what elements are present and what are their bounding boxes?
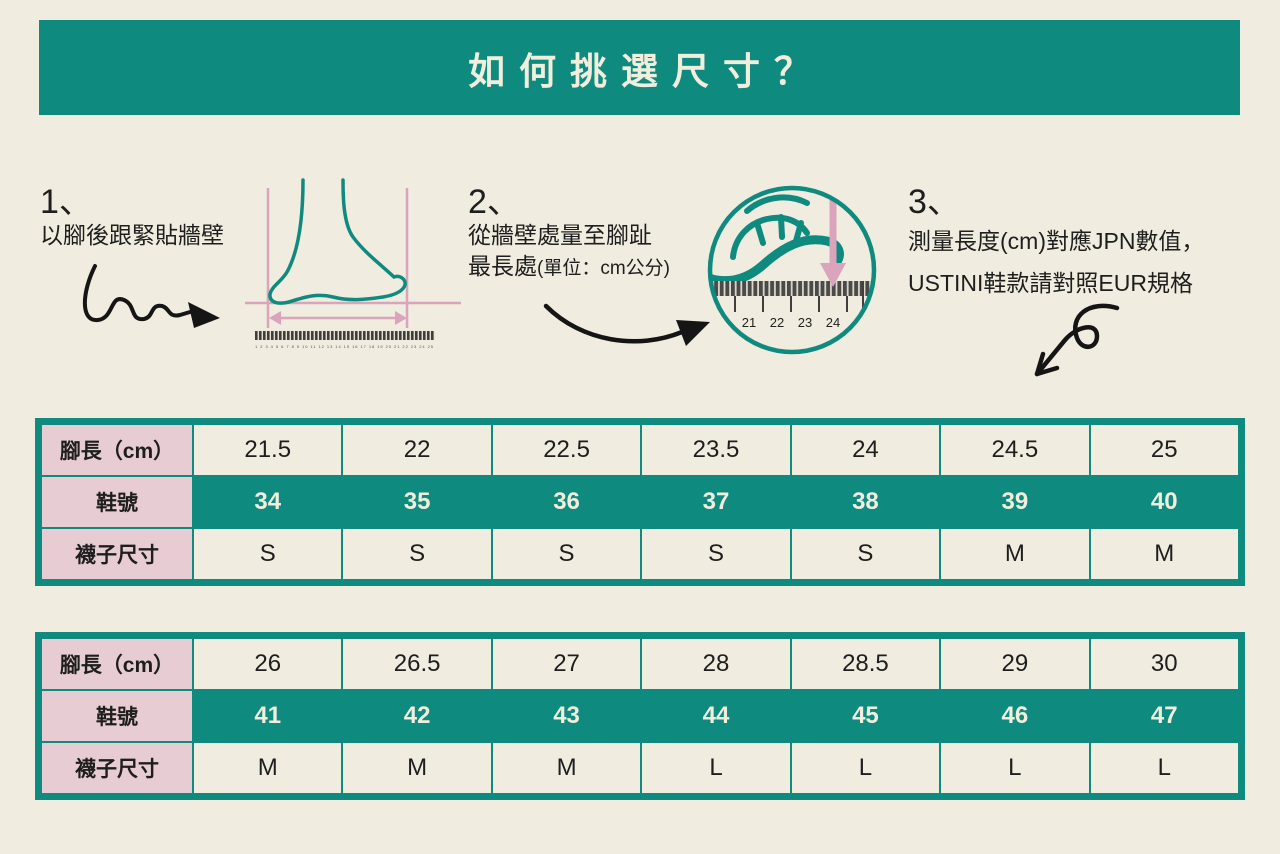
step-2-text-note: (單位：cm公分) xyxy=(537,258,670,279)
step-2-text-line2: 最長處(單位：cm公分) xyxy=(468,251,670,284)
row-label-sock-size: 襪子尺寸 xyxy=(42,743,192,793)
shoe-size-value: 39 xyxy=(941,477,1089,527)
foot-measure-illustration: 1 2 3 4 5 6 7 8 9 10 11 12 13 14 15 16 1… xyxy=(245,178,461,349)
shoe-size-value: 37 xyxy=(642,477,790,527)
shoe-size-value: 43 xyxy=(492,691,641,741)
row-label-foot-length: 腳長（cm） xyxy=(42,425,192,475)
foot-length-value: 21.5 xyxy=(194,425,342,475)
foot-length-value: 28.5 xyxy=(791,639,940,689)
sock-size-value: L xyxy=(941,743,1089,793)
foot-length-value: 26 xyxy=(194,639,342,689)
step-3-text-line2: USTINI鞋款請對照EUR規格 xyxy=(908,270,1193,296)
length-arrowhead-left xyxy=(269,311,281,325)
shoe-size-value: 47 xyxy=(1090,691,1238,741)
row-label-foot-length: 腳長（cm） xyxy=(42,639,192,689)
step-3: 3、 測量長度(cm)對應JPN數值， USTINI鞋款請對照EUR規格 xyxy=(908,184,1204,304)
toe-gap-2 xyxy=(778,214,785,240)
step-1: 1、 以腳後跟緊貼牆壁 xyxy=(40,184,224,251)
shoe-size-value: 34 xyxy=(194,477,342,527)
pointer-arrowhead xyxy=(820,263,846,287)
step-2-number: 2、 xyxy=(468,183,521,221)
ruler-number-24: 24 xyxy=(826,315,840,330)
foot-length-value: 26.5 xyxy=(343,639,491,689)
ruler-number-23: 23 xyxy=(798,315,812,330)
sock-size-value: S xyxy=(642,529,790,579)
shoe-size-value: 38 xyxy=(791,477,940,527)
shoe-size-value: 46 xyxy=(941,691,1089,741)
sock-size-value: M xyxy=(1090,529,1238,579)
shoe-size-value: 42 xyxy=(343,691,491,741)
ruler-numbers: 1 2 3 4 5 6 7 8 9 10 11 12 13 14 15 16 1… xyxy=(255,344,434,349)
zoom-circle-illustration: 20 21 22 23 24 xyxy=(707,185,877,355)
foot-length-value: 22 xyxy=(343,425,491,475)
foot-length-value: 29 xyxy=(941,639,1089,689)
shoe-size-value: 40 xyxy=(1090,477,1238,527)
step-3-text-line1: 測量長度(cm)對應JPN數值， xyxy=(908,228,1205,254)
step-2: 2、 從牆壁處量至腳趾 最長處(單位：cm公分) xyxy=(468,184,670,284)
toe-gap-3 xyxy=(793,220,804,244)
sock-size-value: L xyxy=(791,743,940,793)
curly-arrow-icon xyxy=(1034,303,1120,377)
foot-outline xyxy=(268,178,407,305)
sock-size-value: S xyxy=(492,529,641,579)
curved-arrow-icon xyxy=(543,303,710,346)
sock-size-value: M xyxy=(941,529,1089,579)
foot-length-value: 23.5 xyxy=(642,425,790,475)
sock-size-value: L xyxy=(642,743,790,793)
magnifier-circle xyxy=(707,185,877,355)
toe-gap-1 xyxy=(754,220,766,246)
zoom-ruler-band xyxy=(710,281,874,296)
sock-size-value: M xyxy=(343,743,491,793)
title-banner: 如何挑選尺寸？ xyxy=(39,20,1240,115)
shoe-size-value: 36 xyxy=(492,477,641,527)
toes-curve xyxy=(710,235,844,286)
ruler-number-21: 21 xyxy=(742,315,756,330)
step-2-text-line1: 從牆壁處量至腳趾 xyxy=(468,222,652,248)
sock-size-value: S xyxy=(791,529,940,579)
step-3-number: 3、 xyxy=(908,183,961,221)
shoe-size-value: 35 xyxy=(343,477,491,527)
shoe-size-value: 44 xyxy=(642,691,790,741)
page-title: 如何挑選尺寸？ xyxy=(468,50,825,92)
shoe-size-value: 45 xyxy=(791,691,940,741)
row-label-shoe-size: 鞋號 xyxy=(42,691,192,741)
foot-length-value: 24 xyxy=(791,425,940,475)
foot-length-value: 22.5 xyxy=(492,425,641,475)
foot-length-value: 24.5 xyxy=(941,425,1089,475)
ruler-band xyxy=(255,331,435,340)
size-table-large: 腳長（cm） 26 26.5 27 28 28.5 29 30 鞋號 41 42… xyxy=(35,632,1245,800)
sock-size-value: M xyxy=(492,743,641,793)
size-table-small: 腳長（cm） 21.5 22 22.5 23.5 24 24.5 25 鞋號 3… xyxy=(35,418,1245,586)
foot-length-value: 27 xyxy=(492,639,641,689)
toe-top-arc xyxy=(744,194,810,214)
squiggle-arrow-icon xyxy=(82,264,220,328)
step-1-text: 以腳後跟緊貼牆壁 xyxy=(40,222,224,248)
shoe-size-value: 41 xyxy=(194,691,342,741)
step-1-number: 1、 xyxy=(40,183,93,221)
length-arrowhead-right xyxy=(395,311,407,325)
sock-size-value: M xyxy=(194,743,342,793)
foot-length-value: 30 xyxy=(1090,639,1238,689)
row-label-shoe-size: 鞋號 xyxy=(42,477,192,527)
row-label-sock-size: 襪子尺寸 xyxy=(42,529,192,579)
foot-length-value: 28 xyxy=(642,639,790,689)
foot-length-value: 25 xyxy=(1090,425,1238,475)
sock-size-value: L xyxy=(1090,743,1238,793)
sock-size-value: S xyxy=(194,529,342,579)
step-2-text-main: 最長處 xyxy=(468,253,537,279)
sock-size-value: S xyxy=(343,529,491,579)
zoom-ruler-ticks xyxy=(710,281,864,312)
ruler-number-22: 22 xyxy=(770,315,784,330)
